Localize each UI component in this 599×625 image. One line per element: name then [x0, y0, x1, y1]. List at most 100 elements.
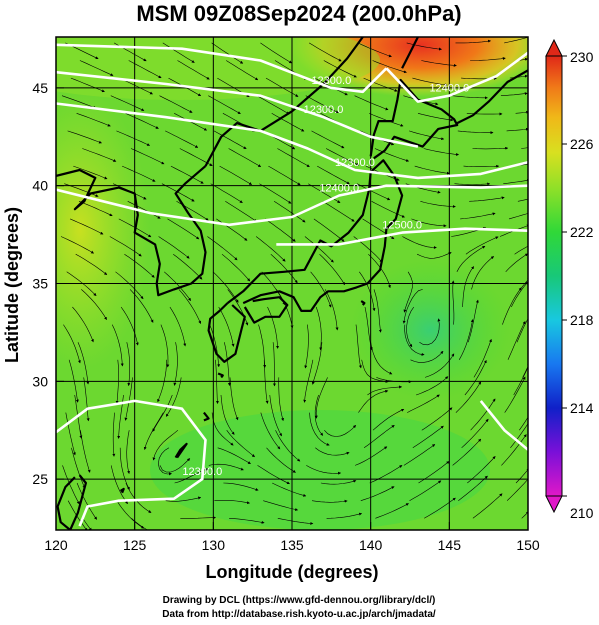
height-contour-line: [56, 70, 419, 148]
streamline: [180, 516, 216, 520]
streamlines: [60, 37, 528, 530]
streamline: [255, 236, 286, 262]
streamline: [208, 463, 244, 471]
streamline: [402, 236, 437, 249]
streamline: [214, 500, 250, 505]
streamline: [360, 486, 395, 501]
streamline: [309, 412, 330, 446]
streamline: [521, 146, 528, 150]
streamline: [424, 497, 456, 519]
streamline: [363, 77, 398, 92]
streamline: [162, 42, 195, 63]
streamline: [424, 353, 455, 378]
streamline: [271, 113, 305, 132]
streamline: [472, 493, 503, 519]
streamline: [257, 465, 290, 485]
streamline: [224, 342, 231, 386]
streamline: [75, 253, 108, 276]
streamline: [412, 77, 448, 87]
streamline: [356, 183, 391, 201]
streamline: [403, 444, 436, 466]
streamline: [269, 394, 282, 437]
cool-region-east: [350, 260, 510, 400]
streamline: [311, 499, 348, 503]
streamline: [354, 446, 388, 466]
streamline: [504, 376, 526, 413]
coastline: [174, 442, 188, 459]
streamline: [72, 306, 94, 343]
streamline: [411, 218, 447, 228]
streamline: [409, 480, 442, 501]
y-tick-label: 30: [32, 373, 48, 389]
streamline: [220, 394, 235, 435]
streamline: [454, 182, 491, 186]
height-contour-line: [56, 43, 388, 94]
streamline: [463, 164, 500, 168]
contour-label: 12400.0: [429, 83, 469, 95]
colorbar-tick-label: 230: [570, 49, 594, 65]
colorbar: 210 214 218 222 226 230: [545, 38, 594, 521]
streamline: [125, 113, 159, 129]
streamline: [160, 324, 170, 368]
streamline: [517, 198, 528, 202]
x-tick-label: 150: [516, 537, 540, 553]
streamline: [226, 430, 255, 458]
streamline: [178, 289, 202, 324]
streamline: [126, 342, 131, 387]
streamline: [173, 253, 203, 280]
x-axis-label: Longitude (degrees): [205, 562, 378, 582]
streamline: [416, 252, 452, 259]
streamline: [126, 430, 131, 474]
y-tick-label: 35: [32, 276, 48, 292]
streamline: [508, 212, 528, 220]
x-axis-ticks: 120 125 130 135 140 145 150: [44, 522, 540, 553]
streamline: [367, 385, 403, 396]
contour-label: 12300.0: [182, 466, 222, 478]
streamline: [278, 377, 284, 422]
streamline: [322, 201, 355, 222]
y-tick-label: 40: [32, 178, 48, 194]
streamline: [412, 425, 444, 449]
streamline: [159, 458, 191, 473]
streamline: [270, 253, 298, 284]
streamline: [410, 350, 444, 363]
streamline: [111, 324, 124, 367]
streamline: [119, 447, 130, 490]
streamline: [65, 412, 76, 456]
streamline: [319, 253, 345, 286]
streamline: [82, 518, 92, 530]
streamline: [209, 324, 221, 368]
streamline: [221, 253, 251, 282]
streamline: [466, 112, 503, 116]
streamline: [66, 271, 97, 297]
streamline: [359, 271, 376, 312]
streamline: [158, 236, 190, 259]
contour-label: 12400.0: [319, 182, 359, 194]
coastline: [56, 474, 87, 530]
coastlines: [56, 37, 528, 530]
y-tick-label: 45: [32, 80, 48, 96]
streamline: [304, 236, 334, 263]
streamline: [472, 146, 509, 150]
streamline: [121, 165, 156, 182]
colorbar-upper-triangle: [545, 38, 563, 57]
streamline: [165, 496, 202, 502]
streamline: [157, 447, 172, 476]
streamline: [511, 281, 528, 308]
streamline: [505, 253, 528, 273]
coastline: [360, 300, 366, 306]
streamline: [69, 218, 104, 235]
streamline: [458, 319, 474, 360]
coastline: [217, 372, 224, 379]
streamline: [60, 236, 95, 254]
streamline: [76, 482, 97, 520]
streamline: [461, 418, 489, 449]
coastline: [401, 37, 419, 69]
streamline: [455, 381, 482, 413]
streamline: [357, 42, 392, 58]
coastline: [204, 37, 364, 167]
streamline: [124, 253, 155, 278]
streamline: [470, 57, 506, 61]
y-tick-label: 25: [32, 471, 48, 487]
